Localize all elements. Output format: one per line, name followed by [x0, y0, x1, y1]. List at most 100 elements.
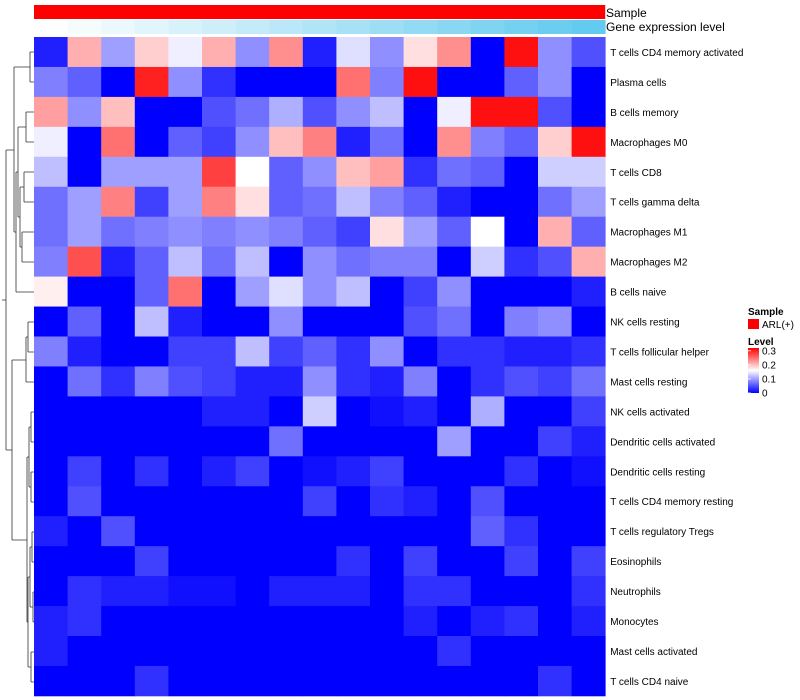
legend-sample-entry: ARL(+) [762, 320, 794, 331]
heatmap-cell [235, 396, 270, 427]
heatmap-cell [403, 306, 438, 337]
heatmap-cell [168, 426, 203, 457]
heatmap-cell [269, 156, 304, 188]
heatmap-cell [538, 336, 572, 367]
heatmap-cell [370, 516, 404, 547]
heatmap-cell [302, 216, 337, 248]
heatmap-cell [538, 576, 572, 607]
heatmap-cell [67, 37, 102, 68]
expression-cell [235, 20, 270, 34]
heatmap-cell [67, 546, 102, 577]
row-label: Mast cells resting [610, 377, 687, 388]
heatmap-cell [437, 156, 472, 188]
heatmap-cell [101, 216, 136, 248]
heatmap-cell [202, 186, 236, 218]
heatmap-cell [336, 516, 371, 547]
heatmap-cell [302, 426, 337, 457]
heatmap-cell [538, 456, 572, 487]
heatmap-cell [370, 366, 404, 397]
heatmap-cell [470, 516, 505, 547]
heatmap-cell [67, 576, 102, 607]
heatmap-cell [168, 186, 203, 218]
heatmap-cell [235, 246, 270, 277]
heatmap-cell [370, 246, 404, 277]
heatmap-cell [336, 336, 371, 367]
heatmap-cell [370, 276, 404, 307]
heatmap-cell [235, 366, 270, 397]
heatmap-cell [202, 96, 236, 128]
heatmap-cell [34, 96, 68, 128]
heatmap-cell [202, 336, 236, 367]
heatmap-cell [504, 486, 539, 517]
heatmap-cell [34, 306, 68, 337]
heatmap-cell [101, 246, 136, 277]
heatmap-cell [67, 426, 102, 457]
heatmap-cell [235, 456, 270, 487]
heatmap-cell [134, 576, 169, 607]
heatmap-cell [504, 156, 539, 188]
heatmap-cell [34, 156, 68, 188]
heatmap-cell [269, 186, 304, 218]
heatmap-cell [470, 366, 505, 397]
heatmap-cell [336, 606, 371, 637]
sample-bar-fill [34, 5, 606, 19]
heatmap-cell [370, 486, 404, 517]
heatmap-cell [202, 66, 236, 98]
heatmap-cell [370, 126, 404, 158]
heatmap-cell [269, 456, 304, 487]
heatmap-cell [269, 546, 304, 577]
expression-cell [571, 20, 606, 34]
heatmap-cell [269, 665, 304, 697]
expression-annotation-label: Gene expression level [606, 20, 725, 34]
heatmap-cell [571, 186, 606, 218]
heatmap-cell [134, 396, 169, 427]
heatmap-cell [571, 216, 606, 248]
heatmap-cell [370, 37, 404, 68]
heatmap-cell [202, 546, 236, 577]
heatmap-cell [302, 66, 337, 98]
heatmap-cell [336, 665, 371, 697]
heatmap-cell [235, 486, 270, 517]
heatmap-cell [370, 156, 404, 188]
heatmap-cell [403, 66, 438, 98]
heatmap-cell [168, 306, 203, 337]
heatmap-cell [403, 366, 438, 397]
heatmap-cell [134, 336, 169, 367]
heatmap-cell [202, 486, 236, 517]
heatmap-cell [437, 126, 472, 158]
expression-cell [437, 20, 472, 34]
heatmap-cell [101, 516, 136, 547]
row-label: Eosinophils [610, 557, 661, 568]
heatmap-cell [504, 426, 539, 457]
heatmap-cell [437, 306, 472, 337]
heatmap-cell [34, 486, 68, 517]
heatmap-cell [34, 276, 68, 307]
row-label: Neutrophils [610, 587, 661, 598]
heatmap-cell [168, 516, 203, 547]
heatmap-cell [168, 246, 203, 277]
heatmap-cell [269, 37, 304, 68]
heatmap-cell [101, 606, 136, 637]
heatmap-cell [67, 126, 102, 158]
heatmap-cell [302, 606, 337, 637]
heatmap-cell [437, 216, 472, 248]
heatmap-cell [437, 186, 472, 218]
heatmap-cell [504, 636, 539, 667]
heatmap-cell [470, 396, 505, 427]
legend: Sample ARL(+) Level 0.3 0.2 0.1 0 [748, 307, 794, 400]
heatmap-cell [168, 336, 203, 367]
heatmap-cell [302, 636, 337, 667]
heatmap-cell [437, 396, 472, 427]
heatmap-cell [403, 126, 438, 158]
heatmap-cell [134, 156, 169, 188]
heatmap-cell [336, 156, 371, 188]
heatmap-cell [336, 246, 371, 277]
heatmap-cell [34, 66, 68, 98]
heatmap-cell [370, 186, 404, 218]
row-label: Macrophages M1 [610, 228, 688, 239]
expression-cell [134, 20, 169, 34]
heatmap-cell [302, 396, 337, 427]
heatmap-cell [302, 336, 337, 367]
heatmap-cell [504, 665, 539, 697]
legend-sample-title: Sample [748, 307, 784, 318]
